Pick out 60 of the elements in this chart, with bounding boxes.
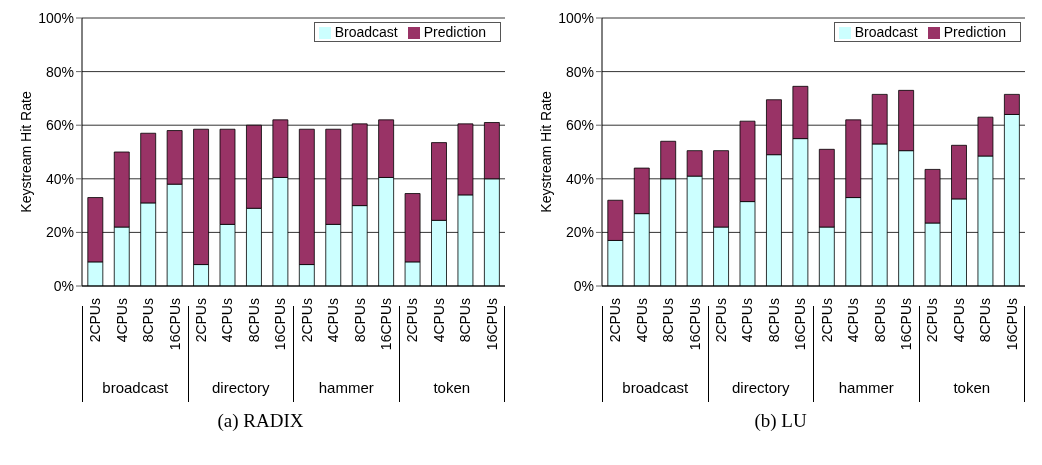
x-tick-label: 2CPUs	[818, 298, 835, 343]
x-tick-label: 8CPUs	[140, 298, 157, 343]
x-tick-label: 2CPUs	[924, 298, 941, 343]
x-tick-label: 2CPUs	[298, 298, 315, 343]
x-tick-label: 16CPUs	[166, 298, 183, 351]
text: token	[433, 379, 471, 396]
x-tick-label: 4CPUs	[739, 298, 756, 343]
x-tick-label: 8CPUs	[977, 298, 994, 343]
y-axis-title: Keystream Hit Rate	[17, 91, 34, 213]
x-tick-label: 2CPUs	[192, 298, 209, 343]
y-tick-label: 20%	[565, 224, 594, 241]
y-tick-label: 0%	[573, 277, 594, 294]
x-tick-label: 2CPUs	[712, 298, 729, 343]
y-tick-label: 40%	[45, 170, 74, 187]
x-tick-label: 16CPUs	[792, 298, 809, 351]
x-tick-label: 8CPUs	[765, 298, 782, 343]
text: hammer	[318, 379, 374, 396]
text: directory	[731, 379, 790, 396]
x-tick-label: 2CPUs	[607, 298, 624, 343]
y-tick-label: 0%	[53, 277, 74, 294]
x-tick-label: 16CPUs	[483, 298, 500, 351]
legend-label: Broadcast	[334, 24, 398, 40]
x-tick-label: 4CPUs	[113, 298, 130, 343]
x-tick-label: 8CPUs	[351, 298, 368, 343]
y-tick-label: 60%	[565, 117, 594, 134]
x-tick-label: 16CPUs	[686, 298, 703, 351]
y-tick-label: 80%	[45, 63, 74, 80]
y-tick-label: 20%	[45, 224, 74, 241]
y-tick-label: 80%	[565, 63, 594, 80]
y-axis-title: Keystream Hit Rate	[537, 91, 554, 213]
text: broadcast	[622, 379, 689, 396]
x-tick-label: 4CPUs	[950, 298, 967, 343]
x-tick-label: 2CPUs	[87, 298, 104, 343]
x-tick-label: 16CPUs	[272, 298, 289, 351]
text: (b) LU	[753, 410, 808, 432]
text: hammer	[838, 379, 894, 396]
y-tick-label: 40%	[565, 170, 594, 187]
x-tick-label: 4CPUs	[325, 298, 342, 343]
legend-label: Prediction	[943, 24, 1006, 40]
x-tick-label: 16CPUs	[378, 298, 395, 351]
legend-label: Broadcast	[854, 24, 918, 40]
x-tick-label: 4CPUs	[430, 298, 447, 343]
x-tick-label: 8CPUs	[871, 298, 888, 343]
x-tick-label: 4CPUs	[633, 298, 650, 343]
x-tick-label: 8CPUs	[660, 298, 677, 343]
x-tick-label: 2CPUs	[404, 298, 421, 343]
x-tick-label: 4CPUs	[845, 298, 862, 343]
text: broadcast	[102, 379, 169, 396]
text: (a) RADIX	[216, 410, 305, 432]
x-tick-label: 8CPUs	[245, 298, 262, 343]
y-tick-label: 100%	[558, 9, 594, 26]
x-tick-label: 8CPUs	[457, 298, 474, 343]
text: directory	[211, 379, 270, 396]
legend-label: Prediction	[423, 24, 486, 40]
x-tick-label: 16CPUs	[898, 298, 915, 351]
x-tick-label: 4CPUs	[219, 298, 236, 343]
text: token	[953, 379, 991, 396]
y-tick-label: 60%	[45, 117, 74, 134]
x-tick-label: 16CPUs	[1003, 298, 1020, 351]
y-tick-label: 100%	[38, 9, 74, 26]
